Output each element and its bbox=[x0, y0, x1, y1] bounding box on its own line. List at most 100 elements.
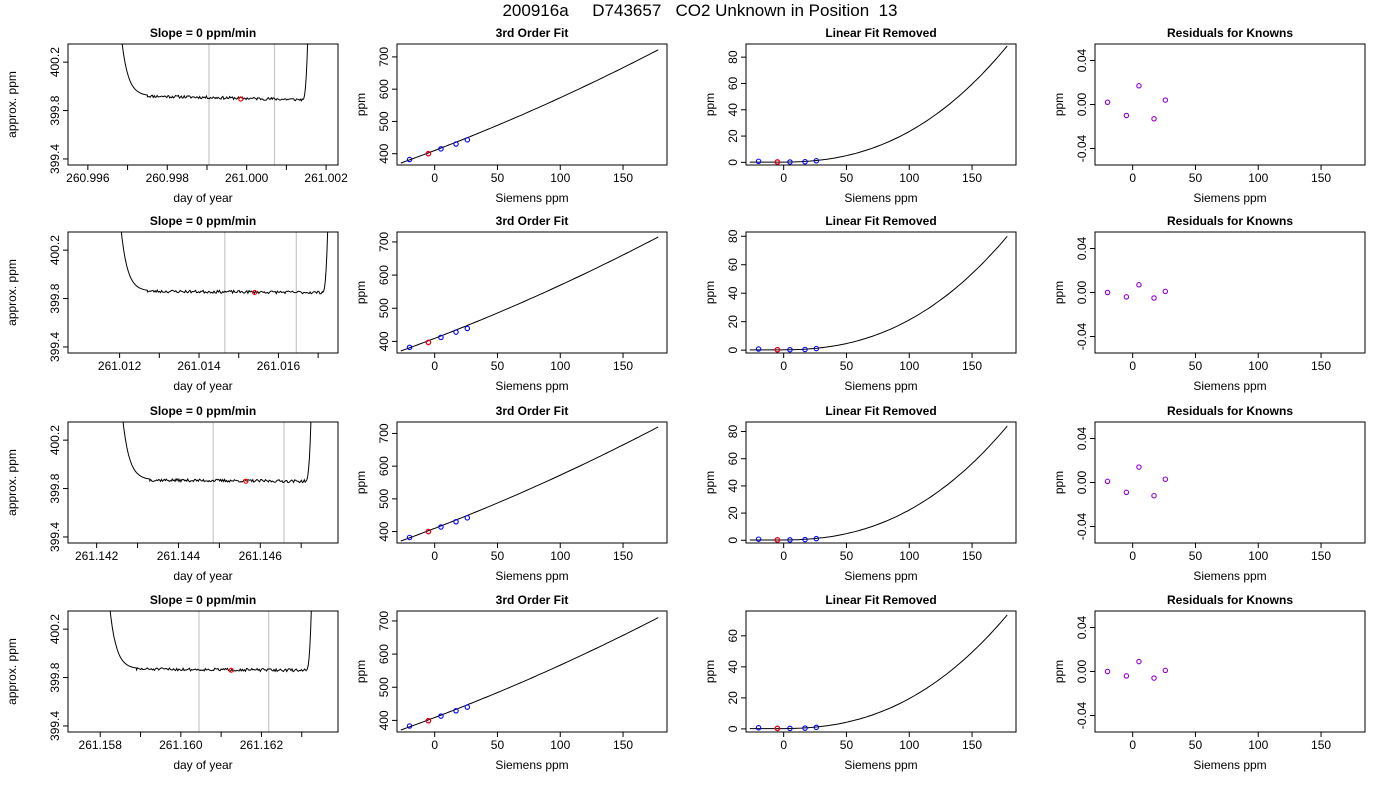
plot-frame bbox=[396, 43, 668, 166]
chart-panel: Slope = 0 ppm/min 261.012 261.014 261.016 39… bbox=[5, 214, 339, 393]
y-tick-label: 500 bbox=[377, 111, 391, 131]
y-tick-label: 0.00 bbox=[1075, 470, 1089, 494]
x-tick-label: 0 bbox=[431, 738, 438, 752]
x-tick-label: 261.160 bbox=[159, 738, 203, 752]
x-axis-label: day of year bbox=[173, 379, 232, 393]
known-point bbox=[464, 137, 471, 143]
known-point bbox=[813, 535, 820, 542]
y-tick-label: 399.4 bbox=[48, 144, 62, 174]
x-axis-label: Siemens ppm bbox=[495, 758, 568, 772]
plot-area bbox=[121, 44, 309, 165]
known-point bbox=[787, 159, 793, 165]
unknown-point bbox=[238, 96, 244, 102]
y-tick-label: 0.04 bbox=[1075, 426, 1089, 450]
x-axis-label: Siemens ppm bbox=[495, 569, 568, 583]
x-axis-label: Siemens ppm bbox=[844, 191, 917, 205]
panel-title: Slope = 0 ppm/min bbox=[150, 404, 256, 418]
y-tick-label: 700 bbox=[377, 47, 391, 67]
panel-title: Residuals for Knowns bbox=[1167, 26, 1293, 40]
y-tick-label: 20 bbox=[726, 506, 740, 520]
y-tick-label: 400.2 bbox=[48, 425, 62, 455]
panel-title: Residuals for Knowns bbox=[1167, 404, 1293, 418]
fit-curve bbox=[400, 49, 659, 164]
plot-area bbox=[400, 617, 659, 731]
y-tick-label: 600 bbox=[377, 79, 391, 99]
y-tick-label: 399.8 bbox=[48, 473, 62, 503]
panel-title: Slope = 0 ppm/min bbox=[150, 214, 256, 228]
x-tick-label: 261.158 bbox=[79, 738, 123, 752]
x-tick-label: 0 bbox=[1129, 738, 1136, 752]
chart-panel: 3rd Order Fit 0 50 100 150 400 500 600 700 Siemen… bbox=[354, 214, 668, 393]
x-tick-label: 50 bbox=[491, 738, 505, 752]
y-tick-label: 700 bbox=[377, 232, 391, 252]
residual-point bbox=[1104, 478, 1111, 485]
known-point bbox=[802, 536, 808, 543]
residual-point bbox=[1136, 83, 1142, 89]
x-tick-label: 150 bbox=[613, 738, 633, 752]
x-axis-label: Siemens ppm bbox=[1193, 191, 1266, 205]
x-axis-label: Siemens ppm bbox=[1193, 379, 1266, 393]
plot-area bbox=[1104, 464, 1169, 499]
y-tick-label: 500 bbox=[377, 489, 391, 509]
x-tick-label: 50 bbox=[1189, 549, 1203, 563]
y-axis-label: ppm bbox=[354, 93, 368, 116]
residual-point bbox=[1162, 97, 1169, 103]
x-tick-label: 100 bbox=[550, 738, 570, 752]
y-tick-label: -0.04 bbox=[1075, 135, 1089, 163]
x-axis-label: Siemens ppm bbox=[844, 569, 917, 583]
x-tick-label: 50 bbox=[1189, 738, 1203, 752]
x-tick-label: 150 bbox=[613, 171, 633, 185]
unknown-point bbox=[774, 537, 781, 543]
y-axis-label: ppm bbox=[703, 93, 717, 116]
plot-area bbox=[400, 236, 659, 352]
x-axis-label: day of year bbox=[173, 758, 232, 772]
x-tick-label: 261.016 bbox=[257, 359, 301, 373]
y-axis-label: ppm bbox=[703, 471, 717, 494]
residual-point bbox=[1151, 295, 1157, 301]
residual-point bbox=[1162, 667, 1169, 674]
y-tick-label: 399.4 bbox=[48, 332, 62, 362]
y-axis-label: ppm bbox=[1052, 281, 1066, 304]
x-tick-label: 150 bbox=[962, 171, 982, 185]
y-tick-label: 0 bbox=[726, 725, 740, 732]
y-axis-label: ppm bbox=[703, 660, 717, 683]
x-tick-label: 260.996 bbox=[66, 171, 110, 185]
y-tick-label: 40 bbox=[726, 479, 740, 493]
x-tick-label: 150 bbox=[962, 738, 982, 752]
plot-area bbox=[120, 232, 329, 353]
known-point bbox=[802, 346, 808, 353]
unknown-point bbox=[774, 346, 781, 353]
y-tick-label: 600 bbox=[377, 265, 391, 285]
x-tick-label: 100 bbox=[899, 359, 919, 373]
y-tick-label: 80 bbox=[726, 425, 740, 439]
x-tick-label: 150 bbox=[613, 359, 633, 373]
unknown-point bbox=[243, 478, 249, 484]
residual-point bbox=[1104, 99, 1111, 106]
y-tick-label: 40 bbox=[726, 103, 740, 117]
x-tick-label: 50 bbox=[840, 549, 854, 563]
fit-curve bbox=[749, 235, 1008, 351]
plot-area bbox=[749, 45, 1008, 165]
known-point bbox=[755, 346, 762, 352]
panel-title: Linear Fit Removed bbox=[825, 593, 936, 607]
x-tick-label: 261.142 bbox=[75, 549, 119, 563]
fit-curve bbox=[749, 45, 1008, 163]
unknown-point bbox=[774, 159, 781, 165]
plot-frame bbox=[745, 43, 1017, 166]
y-tick-label: 399.4 bbox=[48, 711, 62, 741]
x-tick-label: 261.000 bbox=[225, 171, 269, 185]
residual-point bbox=[1123, 112, 1130, 119]
x-tick-label: 100 bbox=[899, 738, 919, 752]
known-point bbox=[802, 725, 808, 731]
x-tick-label: 150 bbox=[613, 549, 633, 563]
chart-panel: Slope = 0 ppm/min 261.142 261.144 261.146 39… bbox=[5, 404, 339, 583]
residual-point bbox=[1136, 464, 1142, 470]
chart-panel: Linear Fit Removed 0 50 100 150 0 20 40 60 Siemen… bbox=[703, 593, 1017, 772]
plot-frame bbox=[1094, 421, 1366, 544]
panel-title: Slope = 0 ppm/min bbox=[150, 593, 256, 607]
plot-frame bbox=[1094, 231, 1366, 354]
plot-area bbox=[1104, 83, 1169, 122]
x-tick-label: 100 bbox=[1248, 738, 1268, 752]
y-tick-label: 500 bbox=[377, 298, 391, 318]
known-point bbox=[787, 725, 793, 732]
